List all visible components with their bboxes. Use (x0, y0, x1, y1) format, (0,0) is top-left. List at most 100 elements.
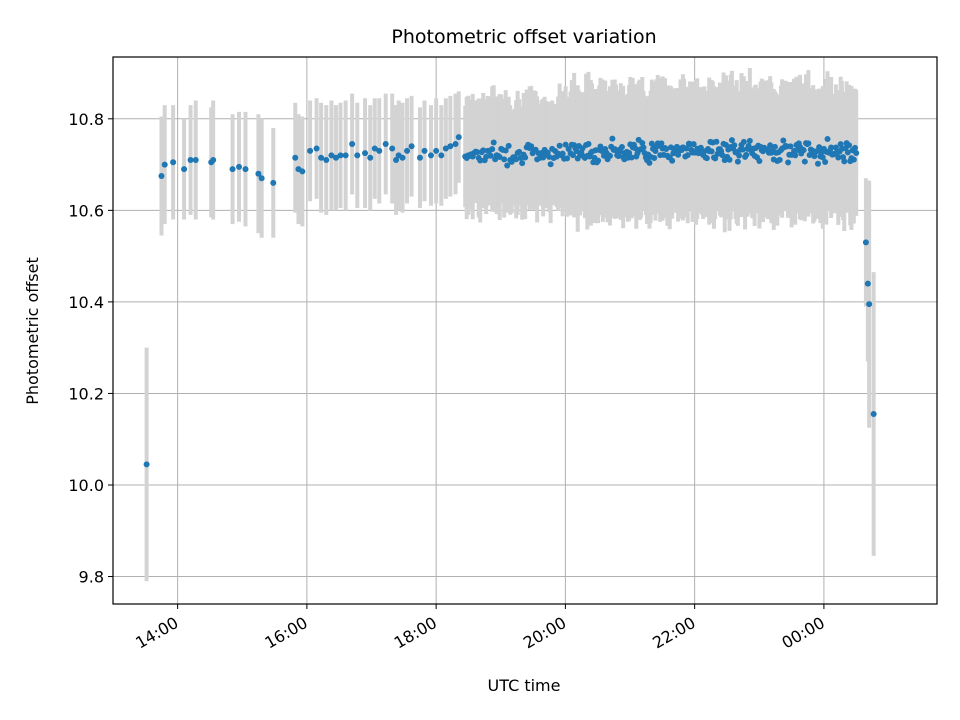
data-point (771, 143, 778, 150)
y-tick: 10.4 (68, 293, 113, 312)
data-point (739, 146, 746, 153)
data-point (474, 149, 481, 156)
data-point (490, 139, 497, 146)
data-point (743, 151, 750, 158)
data-point (835, 154, 842, 161)
x-tick-label: 16:00 (261, 613, 310, 653)
data-point (367, 154, 374, 161)
data-point (158, 173, 165, 180)
data-point (522, 154, 529, 161)
data-point (632, 145, 639, 152)
chart-title: Photometric offset variation (391, 26, 656, 48)
data-point (404, 147, 411, 154)
data-point (452, 140, 459, 147)
data-point (501, 156, 508, 163)
data-point (767, 142, 774, 149)
data-point (864, 280, 871, 287)
data-point (438, 152, 445, 159)
y-tick-label: 10.6 (68, 201, 104, 220)
data-point (713, 138, 720, 145)
data-point (819, 154, 826, 161)
data-point (502, 147, 509, 154)
data-point (416, 154, 423, 161)
data-point (805, 140, 812, 147)
data-point (516, 148, 523, 155)
data-point (728, 137, 735, 144)
y-tick-label: 10.2 (68, 384, 104, 403)
y-tick-label: 10.0 (68, 476, 104, 495)
data-point (342, 152, 349, 159)
data-point (210, 156, 217, 163)
data-point (393, 156, 400, 163)
data-point (483, 153, 490, 160)
data-point (792, 152, 799, 159)
data-point (690, 141, 697, 148)
data-point (181, 166, 188, 173)
data-point (607, 152, 614, 159)
data-point (170, 159, 177, 166)
data-point (299, 168, 306, 175)
data-point (853, 150, 860, 157)
data-point (192, 156, 199, 163)
data-point (187, 156, 194, 163)
x-tick: 00:00 (778, 604, 828, 653)
data-point (683, 145, 690, 152)
data-point (258, 175, 265, 182)
data-point (362, 150, 369, 157)
data-point (785, 159, 792, 166)
y-axis-ticks: 9.8 10.0 10.2 10.4 10.6 10.8 (68, 110, 113, 587)
data-point (736, 152, 743, 159)
data-point (337, 152, 344, 159)
data-point (229, 166, 236, 173)
data-point (519, 160, 526, 167)
data-point (663, 145, 670, 152)
y-tick-label: 10.4 (68, 293, 104, 312)
data-point (236, 163, 243, 170)
data-point (734, 158, 741, 165)
data-point (811, 153, 818, 160)
data-point (824, 136, 831, 143)
data-point (801, 158, 808, 165)
data-point (814, 160, 821, 167)
data-point (489, 146, 496, 153)
data-point (617, 148, 624, 155)
x-tick: 20:00 (520, 604, 569, 653)
data-point (573, 148, 580, 155)
data-point (487, 152, 494, 159)
data-point (648, 140, 655, 147)
data-point (505, 142, 512, 149)
data-point (658, 140, 665, 147)
x-tick-label: 14:00 (132, 613, 181, 653)
data-point (433, 147, 440, 154)
x-tick: 14:00 (132, 604, 182, 653)
data-point (852, 144, 859, 151)
data-point (712, 155, 719, 162)
x-tick-label: 20:00 (520, 613, 569, 653)
x-tick: 18:00 (391, 604, 440, 653)
data-point (837, 141, 844, 148)
data-point (332, 154, 339, 161)
data-point (780, 137, 787, 144)
data-point (708, 148, 715, 155)
data-point (447, 143, 454, 150)
data-point (850, 156, 857, 163)
data-point (143, 461, 150, 468)
data-point (640, 144, 647, 151)
y-tick: 10.0 (68, 476, 113, 495)
data-point (480, 147, 487, 154)
data-point (832, 144, 839, 151)
data-point (427, 152, 434, 159)
data-point (609, 135, 616, 142)
data-point (626, 149, 633, 156)
x-tick: 16:00 (261, 604, 311, 653)
data-point (546, 153, 553, 160)
data-point (354, 152, 361, 159)
data-point (822, 159, 829, 166)
data-point (349, 140, 356, 147)
data-point (255, 170, 262, 177)
x-axis-ticks: 14:00 16:00 18:00 20:00 22:00 00:00 (132, 604, 828, 653)
data-point (841, 158, 848, 165)
data-point (389, 145, 396, 152)
data-point (828, 144, 835, 151)
